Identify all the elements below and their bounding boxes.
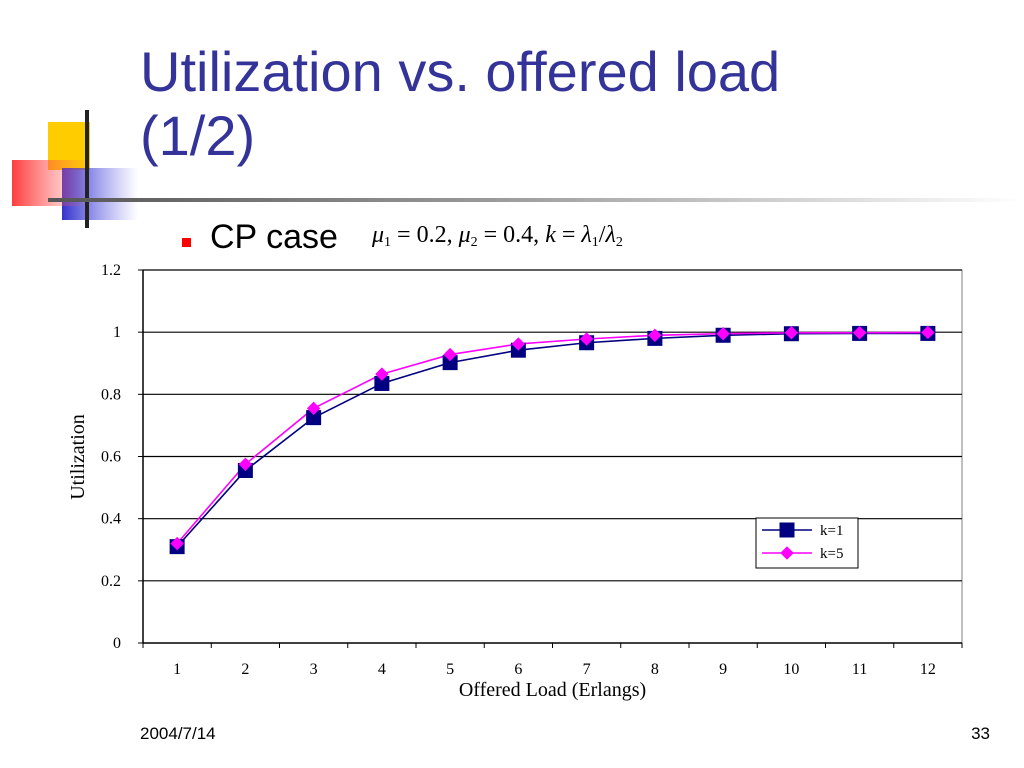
x-tick-label: 4 — [378, 661, 386, 678]
y-axis-label: Utilization — [67, 414, 89, 500]
legend-marker-k=1 — [779, 522, 795, 538]
data-point-k=5 — [648, 328, 662, 342]
y-tick-label: 0.2 — [101, 573, 121, 590]
formula-mu2: μ — [458, 222, 471, 248]
x-tick-label: 5 — [446, 661, 454, 678]
formula-slash: / — [598, 222, 606, 248]
data-point-k=5 — [443, 347, 457, 362]
data-point-k=5 — [306, 401, 321, 416]
x-tick-label: 8 — [651, 661, 659, 678]
x-tick-label: 12 — [920, 661, 936, 678]
x-tick-label: 7 — [583, 661, 591, 678]
y-tick-label: 0.6 — [101, 449, 121, 466]
data-point-k=5 — [921, 325, 935, 340]
series-line-k=1 — [176, 332, 928, 548]
x-tick-label: 3 — [310, 661, 318, 678]
page-number: 33 — [971, 724, 990, 743]
x-tick-label: 6 — [514, 661, 522, 678]
data-point-k=5 — [170, 536, 184, 551]
legend-label-k=1: k=1 — [820, 523, 843, 539]
slide-title-line-1: Utilization vs. offered load — [140, 40, 781, 103]
x-tick-label: 9 — [719, 661, 727, 678]
data-point-k=5 — [852, 326, 867, 340]
formula-mu1-value: = 0.2, — [391, 222, 459, 248]
legend-label-k=5: k=5 — [820, 546, 843, 562]
footer-date: 2004/7/14 — [140, 724, 216, 743]
formula-mu1: μ — [372, 222, 385, 248]
parameter-formula: μ1 = 0.2, μ2 = 0.4, k = λ1/λ2 — [372, 222, 623, 251]
x-tick-label: 11 — [852, 661, 867, 678]
data-point-k=5 — [511, 337, 526, 351]
y-tick-label: 0 — [113, 635, 121, 652]
title-divider — [48, 198, 1024, 202]
formula-lambda2-sub: 2 — [615, 235, 623, 250]
x-axis-label: Offered Load (Erlangs) — [459, 679, 646, 701]
bullet-square-icon — [182, 238, 191, 247]
formula-mu2-sub: 2 — [470, 235, 478, 250]
data-point-k=5 — [579, 332, 594, 346]
formula-k: k — [545, 222, 556, 248]
data-point-k=5 — [716, 327, 730, 341]
legend-marker-k=5 — [780, 546, 794, 560]
series-line-k=5 — [176, 331, 928, 545]
y-tick-label: 0.4 — [101, 511, 121, 528]
formula-lambda1-sub: 1 — [591, 235, 599, 250]
formula-lambda2: λ — [605, 222, 616, 248]
data-point-k=5 — [784, 326, 799, 340]
x-tick-label: 1 — [173, 661, 181, 678]
data-point-k=5 — [238, 457, 253, 471]
x-tick-label: 2 — [241, 661, 249, 678]
formula-equals: = — [555, 222, 582, 248]
y-tick-label: 1.2 — [101, 262, 121, 279]
y-tick-label: 0.8 — [101, 386, 121, 403]
formula-mu1-sub: 1 — [384, 235, 392, 250]
data-point-k=5 — [375, 367, 389, 381]
formula-lambda1: λ — [581, 222, 592, 248]
formula-mu2-value: = 0.4, — [477, 222, 546, 248]
x-tick-label: 10 — [783, 661, 799, 678]
bullet-text: CP case — [210, 218, 338, 256]
legend-box — [755, 517, 859, 569]
slide-title-line-2: (1/2) — [140, 104, 256, 167]
slide-title: Utilization vs. offered load (1/2) — [140, 40, 780, 168]
y-tick-label: 1 — [113, 324, 121, 341]
